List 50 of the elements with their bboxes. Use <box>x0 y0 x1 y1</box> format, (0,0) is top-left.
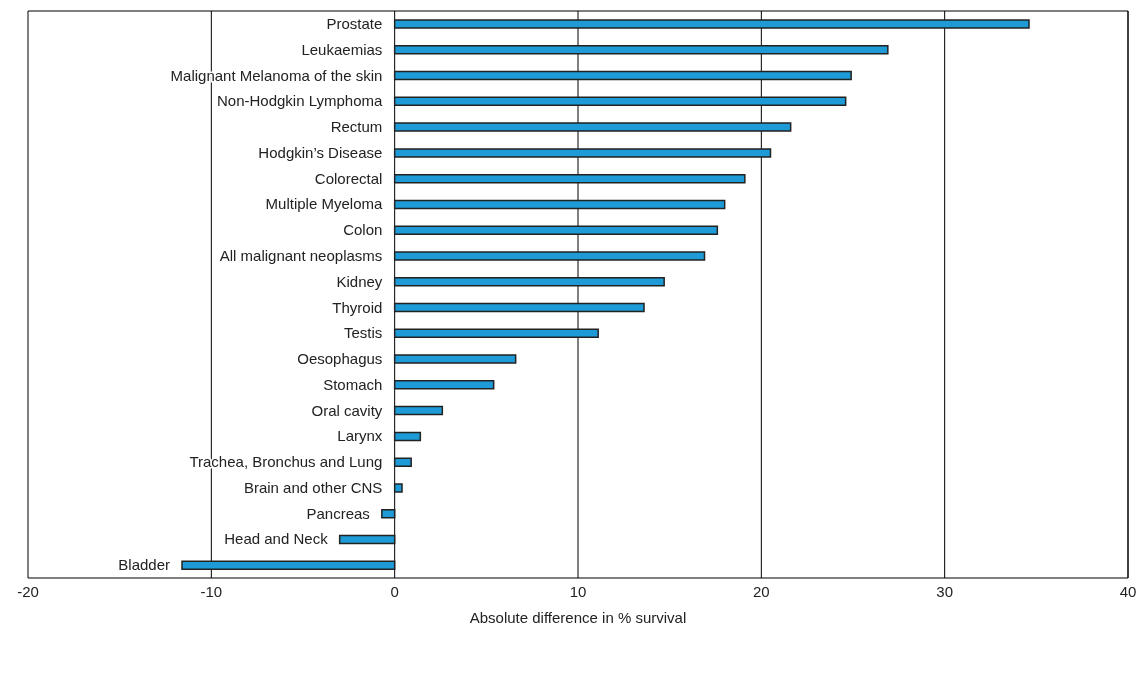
y-tick-label: Oral cavity <box>311 401 383 419</box>
y-tick-label: Kidney <box>336 272 383 290</box>
x-tick-label: 10 <box>569 582 587 600</box>
bar <box>393 251 706 261</box>
y-tick-label: Thyroid <box>332 298 383 316</box>
x-tick-label: 40 <box>1119 582 1137 600</box>
bar <box>393 45 889 55</box>
bar <box>393 148 772 158</box>
y-tick-label: Larynx <box>337 427 383 445</box>
bar <box>393 199 726 210</box>
x-tick-label: -20 <box>17 582 39 600</box>
bar <box>393 277 665 287</box>
y-tick-label: Multiple Myeloma <box>265 195 383 213</box>
bar <box>393 302 645 313</box>
y-tick-label: Non-Hodgkin Lymphoma <box>216 92 383 110</box>
y-tick-label: Bladder <box>118 556 170 574</box>
bar <box>393 96 847 107</box>
bar <box>393 173 746 184</box>
bar <box>393 483 403 493</box>
y-tick-label: Rectum <box>330 118 383 136</box>
bar <box>181 560 396 570</box>
x-tick-label: 30 <box>936 582 954 600</box>
bar <box>393 380 495 390</box>
y-tick-label: Prostate <box>326 15 383 33</box>
y-tick-label: Pancreas <box>306 504 370 522</box>
y-tick-label: Stomach <box>323 375 383 393</box>
bar <box>393 225 719 235</box>
bar <box>393 431 422 442</box>
y-tick-label: Testis <box>343 324 383 342</box>
x-tick-label: 20 <box>752 582 770 600</box>
y-tick-label: Oesophagus <box>297 350 383 368</box>
x-axis-title: Absolute difference in % survival <box>469 609 687 626</box>
y-tick-label: All malignant neoplasms <box>219 246 383 264</box>
y-tick-label: Brain and other CNS <box>243 478 383 496</box>
x-tick-label: 0 <box>390 582 399 600</box>
bar <box>381 508 396 519</box>
bar <box>393 457 412 467</box>
bar <box>393 405 444 416</box>
bar <box>338 534 396 545</box>
bar <box>393 19 1030 29</box>
bar <box>393 354 517 364</box>
y-tick-label: Colon <box>343 221 383 239</box>
x-tick-label: -10 <box>200 582 223 600</box>
bar <box>393 328 599 339</box>
bar <box>393 122 792 132</box>
bar <box>393 70 852 81</box>
y-tick-label: Head and Neck <box>224 530 329 548</box>
y-tick-label: Hodgkin’s Disease <box>258 143 383 161</box>
y-tick-label: Leukaemias <box>301 40 383 58</box>
y-tick-label: Colorectal <box>314 169 383 187</box>
